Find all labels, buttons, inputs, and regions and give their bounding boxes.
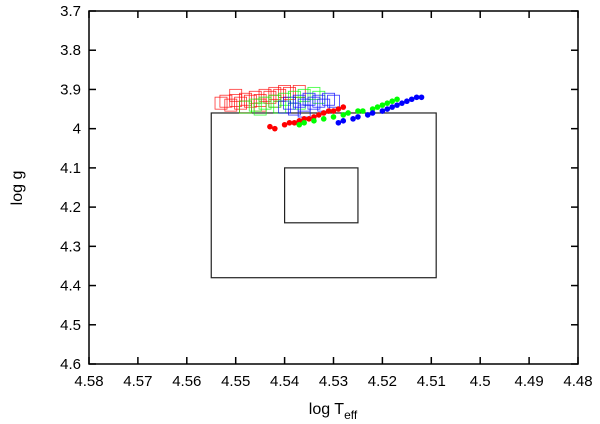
- data-point-circle: [360, 108, 366, 114]
- data-point-circle: [399, 100, 405, 106]
- y-tick-label: 4.3: [60, 238, 81, 255]
- data-point-square: [278, 92, 292, 106]
- data-point-circle: [364, 112, 371, 118]
- data-point-circle: [340, 118, 347, 124]
- data-point-circle: [350, 116, 356, 122]
- data-point-square: [322, 92, 336, 106]
- y-tick-label: 4.4: [60, 278, 81, 295]
- x-axis-label: log Teff: [309, 401, 358, 422]
- data-point-circle: [355, 114, 361, 120]
- data-point-circle: [389, 98, 395, 105]
- data-point-square: [327, 94, 340, 108]
- data-point-circle: [311, 114, 317, 120]
- series-2: [278, 92, 340, 118]
- y-tick-label: 3.9: [60, 81, 81, 98]
- data-point-circle: [267, 123, 273, 130]
- y-axis-label: log g: [9, 171, 26, 206]
- y-tick-label: 3.7: [60, 3, 81, 20]
- data-point-circle: [374, 104, 381, 110]
- data-point-square: [224, 98, 238, 112]
- data-point-circle: [281, 121, 288, 128]
- outer-box: [210, 112, 437, 279]
- data-point-square: [234, 96, 247, 110]
- y-tick-label: 4: [73, 121, 81, 138]
- data-point-circle: [389, 104, 395, 110]
- y-tick-label: 4.5: [60, 317, 81, 334]
- data-point-square: [229, 88, 243, 102]
- x-tick-label: 4.54: [270, 373, 299, 390]
- x-tick-label: 4.5: [470, 373, 491, 390]
- data-point-square: [214, 96, 228, 110]
- data-point-circle: [291, 119, 298, 126]
- data-point-square: [229, 94, 243, 107]
- data-point-circle: [335, 106, 342, 112]
- y-tick-label: 4.1: [60, 160, 81, 177]
- x-tick-label: 4.49: [514, 373, 543, 390]
- data-point-circle: [355, 108, 361, 114]
- x-tick-label: 4.53: [319, 373, 348, 390]
- data-point-circle: [394, 102, 400, 108]
- x-tick-label: 4.52: [368, 373, 397, 390]
- data-point-square: [239, 100, 252, 114]
- data-point-square: [248, 98, 262, 112]
- data-point-circle: [311, 118, 317, 124]
- x-tick-label: 4.57: [123, 373, 152, 390]
- y-tick-label: 4.2: [60, 199, 81, 216]
- data-point-square: [253, 94, 267, 107]
- plot-frame: [88, 10, 579, 365]
- x-tick-label: 4.56: [172, 373, 201, 390]
- data-point-circle: [301, 119, 307, 126]
- data-point-square: [287, 102, 301, 116]
- series-5: [335, 94, 425, 126]
- data-point-circle: [418, 94, 425, 101]
- data-point-circle: [330, 108, 337, 114]
- x-tick-label: 4.58: [74, 373, 103, 390]
- data-point-circle: [320, 110, 327, 116]
- data-point-circle: [394, 96, 400, 103]
- data-point-circle: [325, 108, 332, 114]
- data-point-circle: [340, 104, 347, 110]
- x-tick-label: 4.48: [563, 373, 592, 390]
- data-point-square: [307, 96, 321, 110]
- data-point-circle: [369, 106, 376, 112]
- data-point-circle: [404, 98, 410, 105]
- data-point-circle: [286, 119, 293, 126]
- data-point-circle: [369, 110, 376, 116]
- data-point-square: [292, 94, 306, 108]
- inner-box: [284, 167, 359, 224]
- y-tick-label: 3.8: [60, 42, 81, 59]
- data-point-circle: [335, 119, 342, 126]
- data-point-square: [253, 102, 267, 116]
- data-point-circle: [408, 96, 415, 103]
- data-point-circle: [320, 116, 327, 122]
- series-3: [267, 104, 347, 132]
- data-point-circle: [384, 100, 391, 106]
- data-point-circle: [272, 125, 278, 132]
- data-point-circle: [296, 121, 303, 128]
- data-point-circle: [413, 94, 420, 101]
- data-point-circle: [384, 106, 391, 112]
- series-4: [296, 96, 400, 128]
- data-point-circle: [306, 116, 312, 122]
- data-point-square: [278, 100, 292, 114]
- data-point-circle: [296, 118, 303, 124]
- y-tick-label: 4.6: [60, 356, 81, 373]
- x-tick-label: 4.55: [221, 373, 250, 390]
- data-point-square: [312, 94, 326, 108]
- data-point-circle: [379, 108, 386, 114]
- data-point-circle: [345, 110, 351, 116]
- data-point-circle: [316, 112, 322, 118]
- data-point-circle: [330, 114, 337, 120]
- x-tick-label: 4.51: [417, 373, 446, 390]
- data-point-circle: [379, 102, 386, 108]
- data-point-circle: [340, 112, 347, 118]
- data-point-circle: [301, 116, 307, 122]
